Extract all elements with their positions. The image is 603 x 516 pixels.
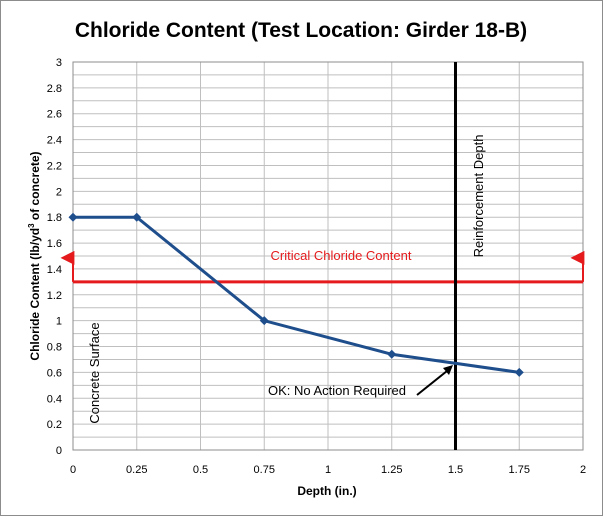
y-tick-label: 2.6 <box>47 109 62 121</box>
tick-labels: 0 0.25 0.5 0.75 1 1.25 1.5 1.75 2 0 0.2 0.4 0.6 0.8 1 1… <box>47 57 586 476</box>
y-tick-label: 0.4 <box>47 393 62 405</box>
ok-note-arrow-shaft <box>416 370 448 396</box>
data-point <box>387 349 397 359</box>
reinforcement-depth-label: Reinforcement Depth <box>471 135 486 258</box>
y-axis-title: Chloride Content (lb/yd3 of concrete) <box>27 151 42 360</box>
x-tick-label: 0.25 <box>126 464 147 476</box>
y-axis-title-superscript: 3 <box>27 223 36 228</box>
x-tick-label: 2 <box>580 464 586 476</box>
data-point <box>68 212 78 222</box>
y-tick-label: 2.4 <box>47 135 62 147</box>
y-tick-label: 2.8 <box>47 83 62 95</box>
chart-title: Chloride Content (Test Location: Girder … <box>75 19 527 42</box>
ok-note-arrow-head <box>443 365 453 375</box>
series-layer <box>68 212 524 377</box>
y-tick-label: 0 <box>56 445 62 457</box>
x-tick-label: 0.5 <box>193 464 208 476</box>
ok-note-label: OK: No Action Required <box>268 383 406 398</box>
y-axis-title-part-2: of concrete) <box>28 151 42 223</box>
y-tick-label: 1 <box>56 316 62 328</box>
data-point <box>514 367 524 377</box>
y-tick-label: 0.2 <box>47 419 62 431</box>
y-tick-label: 2.2 <box>47 160 62 172</box>
data-point <box>259 316 269 326</box>
x-tick-label: 0 <box>70 464 76 476</box>
concrete-surface-label: Concrete Surface <box>87 322 102 423</box>
x-tick-label: 0.75 <box>254 464 275 476</box>
x-tick-label: 1.75 <box>509 464 530 476</box>
y-tick-label: 1.2 <box>47 290 62 302</box>
y-tick-label: 3 <box>56 57 62 69</box>
y-tick-label: 2 <box>56 186 62 198</box>
critical-chloride-label: Critical Chloride Content <box>271 248 412 263</box>
reference-lines <box>60 62 585 450</box>
y-tick-label: 1.4 <box>47 264 62 276</box>
y-tick-label: 1.8 <box>47 212 62 224</box>
y-tick-label: 0.6 <box>47 367 62 379</box>
y-tick-label: 1.6 <box>47 238 62 250</box>
y-tick-label: 0.8 <box>47 342 62 354</box>
x-tick-label: 1.5 <box>448 464 463 476</box>
y-axis-title-part-1: Chloride Content (lb/yd <box>28 228 42 361</box>
x-axis-title: Depth (in.) <box>297 484 356 498</box>
x-tick-label: 1 <box>325 464 331 476</box>
data-point <box>132 212 142 222</box>
x-tick-label: 1.25 <box>381 464 402 476</box>
